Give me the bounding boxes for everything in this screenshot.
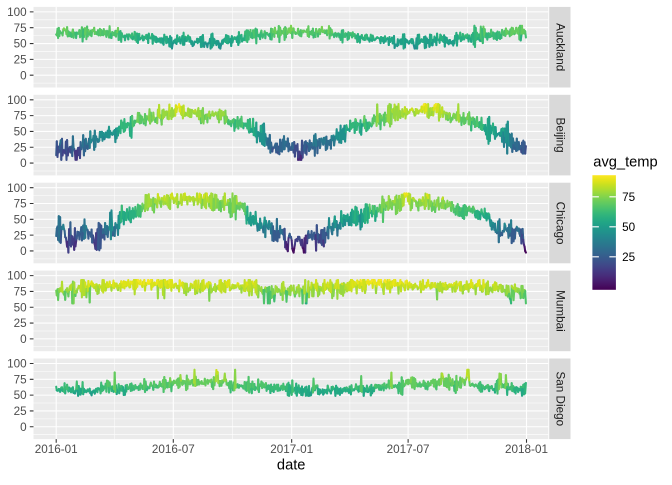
svg-text:75: 75: [14, 110, 28, 123]
svg-text:50: 50: [622, 221, 636, 234]
svg-text:2017-01: 2017-01: [270, 443, 313, 456]
svg-text:25: 25: [14, 229, 28, 242]
svg-text:75: 75: [14, 373, 28, 386]
svg-text:50: 50: [14, 301, 28, 314]
svg-text:50: 50: [14, 38, 28, 51]
svg-text:2018-01: 2018-01: [505, 443, 548, 456]
svg-text:Beijing: Beijing: [553, 118, 566, 153]
svg-text:25: 25: [14, 317, 28, 330]
svg-text:Mumbai: Mumbai: [553, 290, 566, 332]
svg-text:25: 25: [14, 54, 28, 67]
svg-text:100: 100: [7, 94, 27, 107]
svg-text:25: 25: [14, 405, 28, 418]
svg-text:2016-01: 2016-01: [35, 443, 78, 456]
svg-text:100: 100: [7, 358, 27, 371]
svg-text:date: date: [277, 458, 306, 474]
svg-text:50: 50: [14, 126, 28, 139]
svg-text:50: 50: [14, 389, 28, 402]
svg-text:100: 100: [7, 270, 27, 283]
svg-text:25: 25: [14, 141, 28, 154]
svg-text:75: 75: [622, 191, 636, 204]
svg-text:75: 75: [14, 22, 28, 35]
svg-text:Auckland: Auckland: [553, 23, 566, 71]
svg-text:75: 75: [14, 286, 28, 299]
svg-text:100: 100: [7, 6, 27, 19]
svg-text:100: 100: [7, 182, 27, 195]
svg-text:0: 0: [20, 157, 27, 170]
svg-text:2017-07: 2017-07: [387, 443, 430, 456]
svg-text:50: 50: [14, 213, 28, 226]
svg-text:75: 75: [14, 198, 28, 211]
svg-text:0: 0: [20, 245, 27, 258]
svg-text:2016-07: 2016-07: [152, 443, 195, 456]
svg-text:0: 0: [20, 333, 27, 346]
svg-text:0: 0: [20, 421, 27, 434]
svg-text:Chicago: Chicago: [553, 202, 566, 245]
svg-text:0: 0: [20, 69, 27, 82]
svg-text:avg_temp: avg_temp: [593, 155, 657, 171]
svg-text:25: 25: [622, 251, 636, 264]
svg-text:San Diego: San Diego: [553, 372, 566, 427]
